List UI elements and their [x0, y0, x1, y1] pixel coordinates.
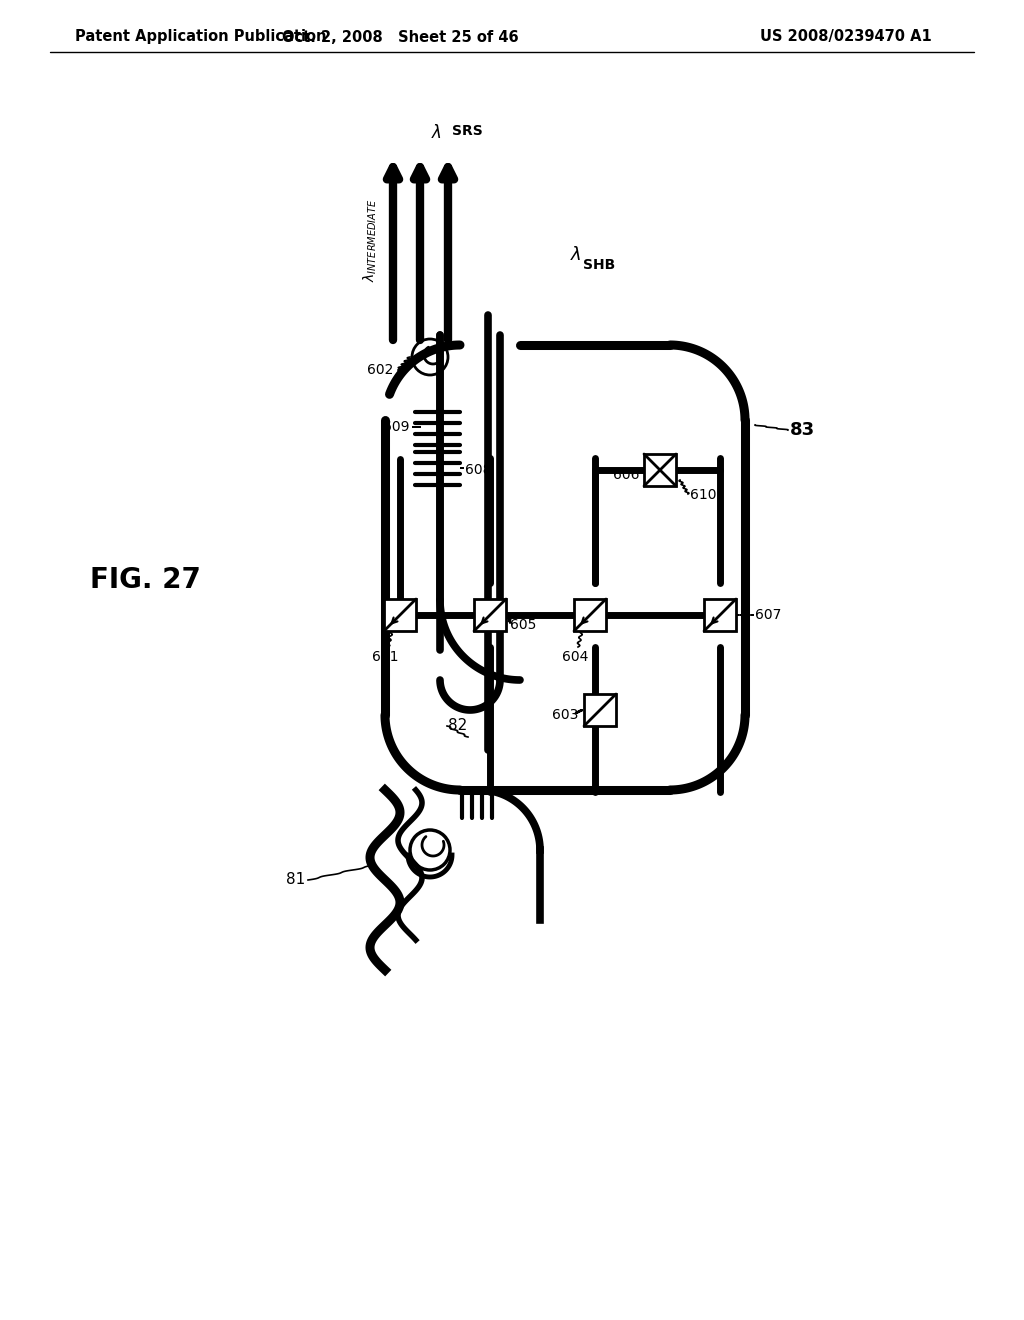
Bar: [474, 599, 506, 631]
Text: 609: 609: [384, 420, 410, 434]
Text: US 2008/0239470 A1: US 2008/0239470 A1: [760, 29, 932, 45]
Text: SRS: SRS: [452, 124, 482, 139]
Text: 606: 606: [613, 469, 640, 482]
Bar: [584, 694, 616, 726]
Text: $\lambda$: $\lambda$: [430, 124, 441, 143]
Text: $\lambda_{INTERMEDIATE}$: $\lambda_{INTERMEDIATE}$: [361, 198, 379, 281]
Text: 608: 608: [465, 463, 492, 477]
Bar: [574, 599, 606, 631]
Text: 602: 602: [367, 363, 393, 378]
Text: 605: 605: [510, 618, 537, 632]
Text: SHB: SHB: [583, 257, 615, 272]
Text: Patent Application Publication: Patent Application Publication: [75, 29, 327, 45]
Text: Oct. 2, 2008   Sheet 25 of 46: Oct. 2, 2008 Sheet 25 of 46: [282, 29, 518, 45]
Bar: [644, 454, 676, 486]
Text: 603: 603: [552, 708, 578, 722]
Text: 81: 81: [286, 873, 305, 887]
Text: 604: 604: [562, 649, 588, 664]
Bar: [384, 599, 416, 631]
Text: 83: 83: [790, 421, 815, 440]
Text: 610: 610: [690, 488, 717, 502]
Text: 607: 607: [755, 609, 781, 622]
Text: 82: 82: [449, 718, 467, 733]
Text: FIG. 27: FIG. 27: [89, 566, 201, 594]
Text: 601: 601: [372, 649, 398, 664]
Bar: [705, 599, 736, 631]
Text: $\lambda$: $\lambda$: [570, 246, 582, 264]
